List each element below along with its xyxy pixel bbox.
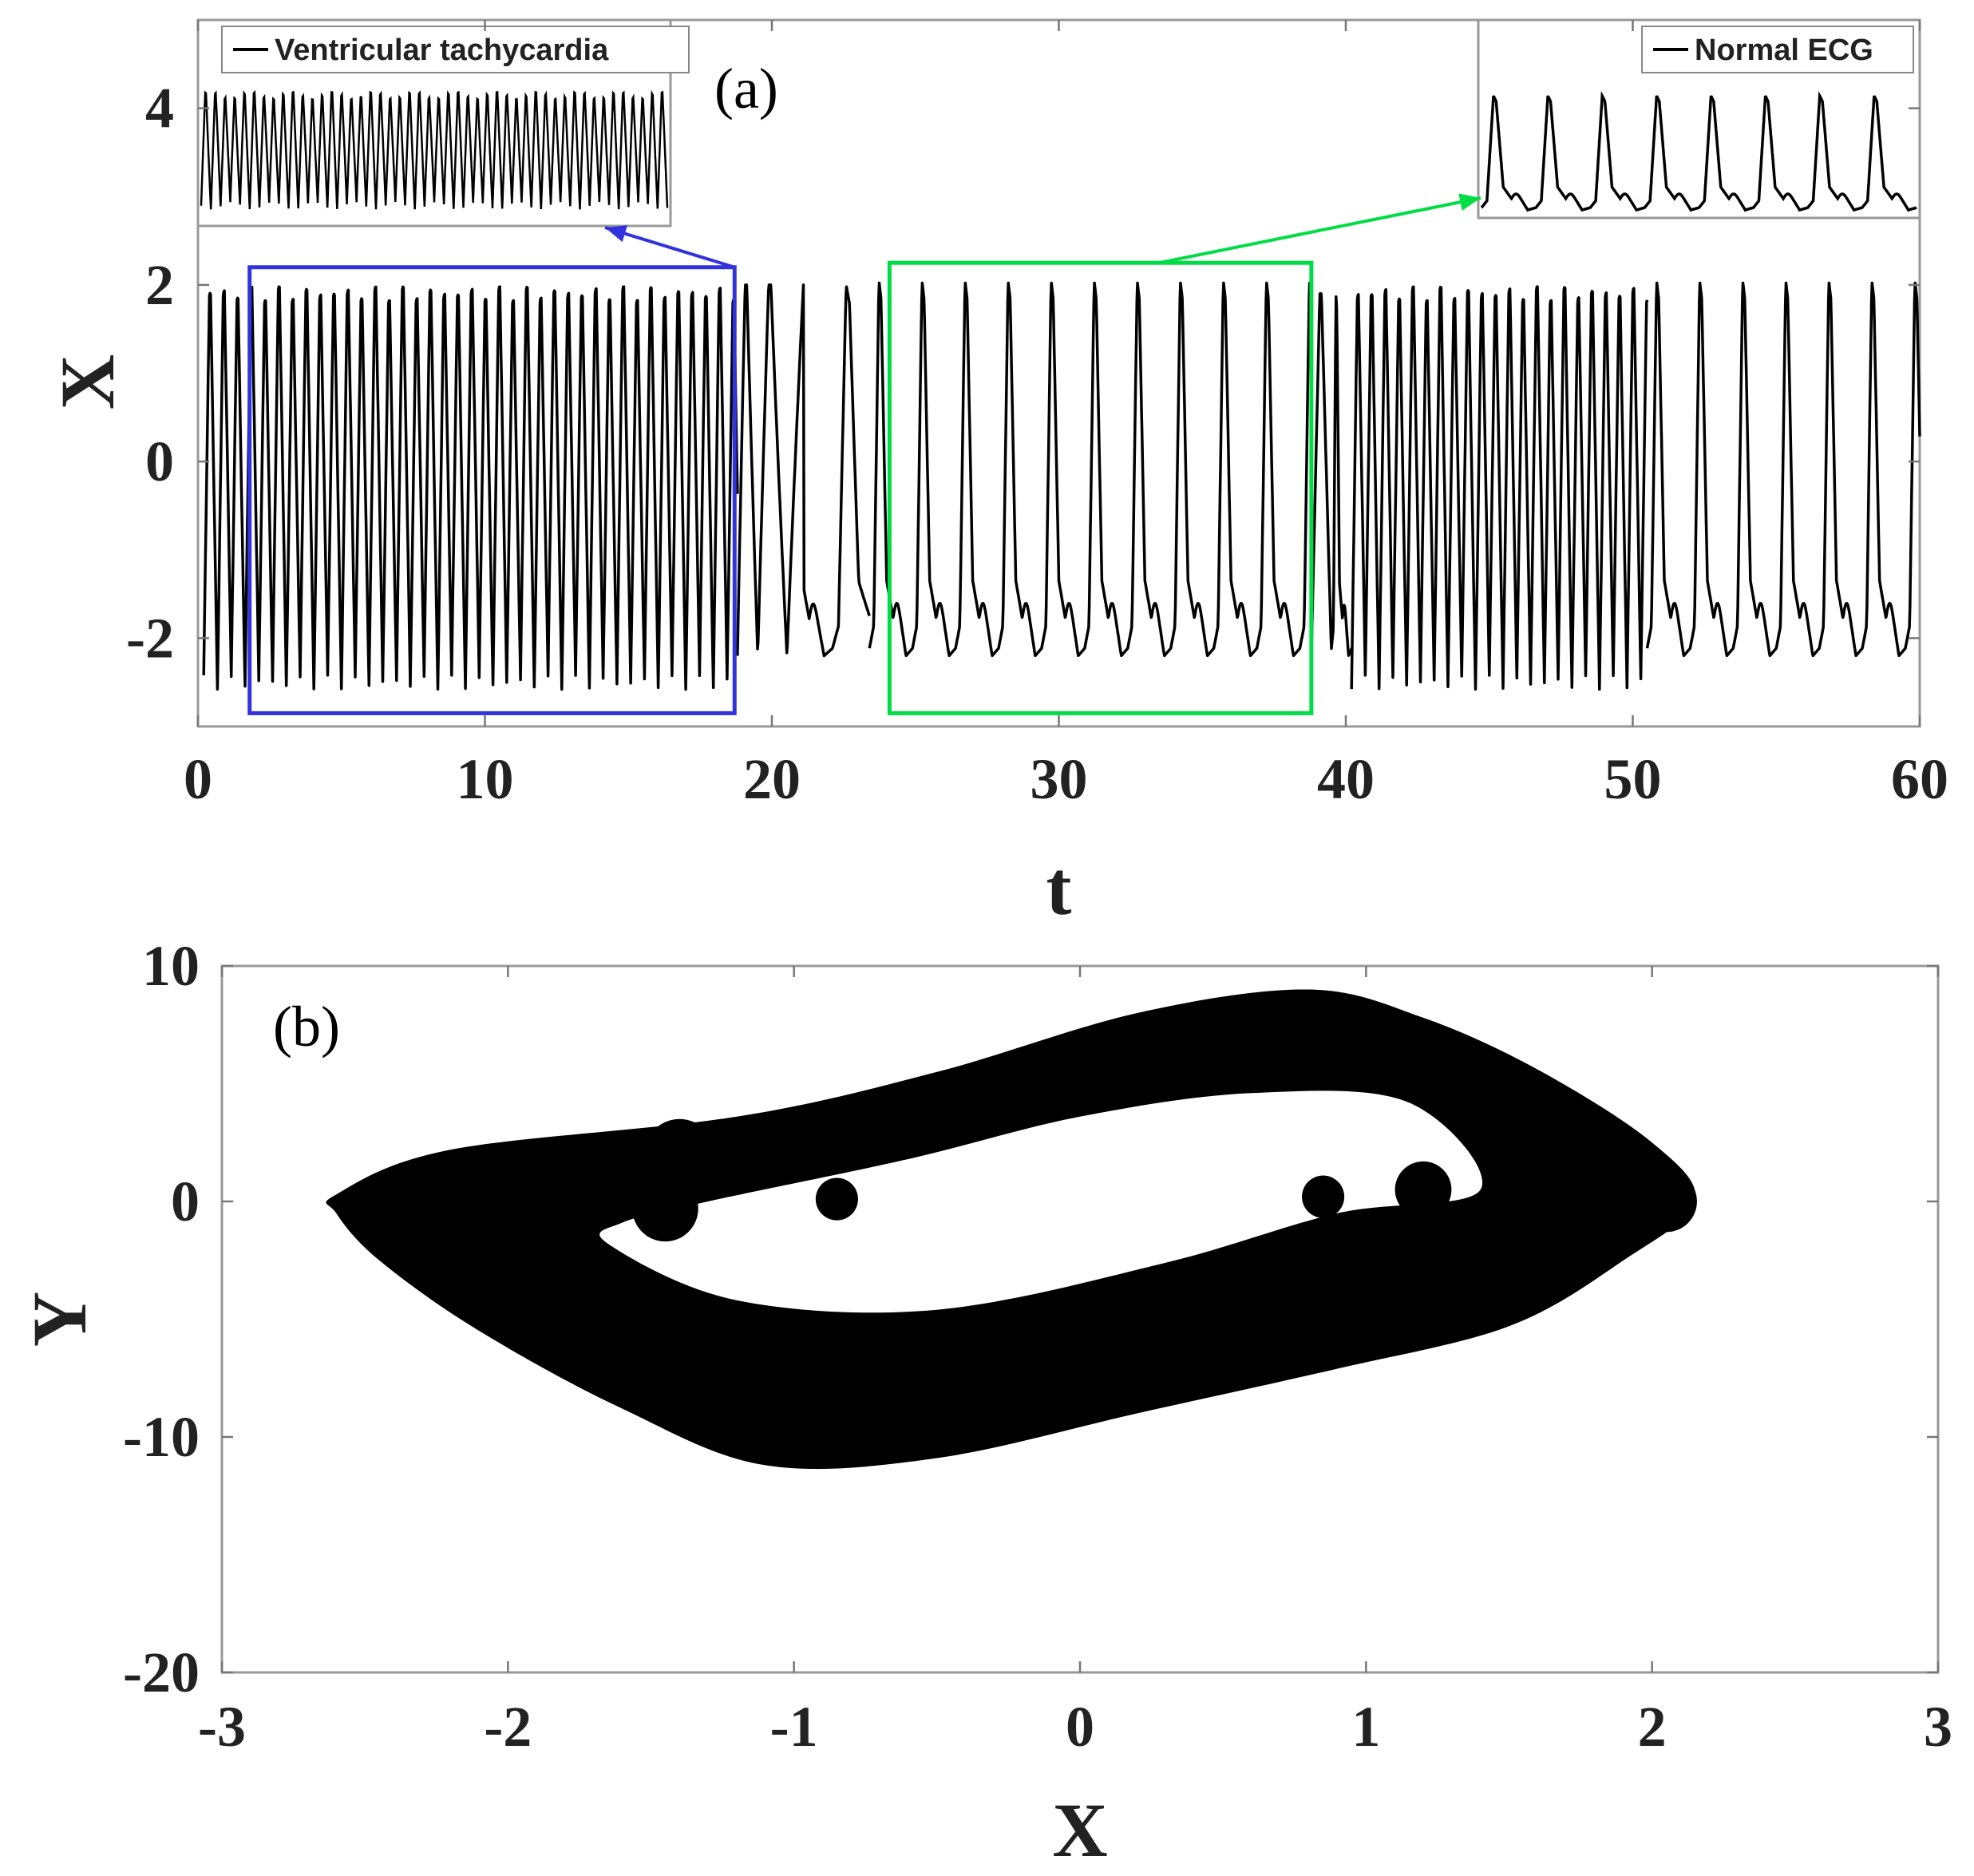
y-tick-label-4: 4 xyxy=(145,77,174,141)
highlight-box-1 xyxy=(887,260,1314,715)
inset-legend-label-1: Normal ECG xyxy=(1695,34,1873,67)
b-x-tick-label--2: -2 xyxy=(484,1695,532,1759)
panel-b-trajectory xyxy=(326,989,1697,1470)
panel-b-label: (b) xyxy=(273,995,340,1059)
panel-a-label: (a) xyxy=(714,57,778,121)
inset-trace-0 xyxy=(200,89,669,210)
b-y-tick-label--10: -10 xyxy=(123,1405,200,1469)
y-tick-label-0: 0 xyxy=(145,429,174,493)
highlight-box-0 xyxy=(247,265,737,715)
inset-trace-1 xyxy=(1480,91,1917,212)
b-x-tick-label-0: 0 xyxy=(1066,1695,1094,1759)
trace-segment-5 xyxy=(1645,281,1921,658)
trajectory-marker-6 xyxy=(1636,1170,1697,1233)
panel-a-time-series: Ventricular tachycardia Normal ECG 0 10 20 3… xyxy=(45,18,1948,931)
b-x-tick-label-2: 2 xyxy=(1638,1695,1667,1759)
y-tick-label-2: 2 xyxy=(145,253,174,317)
b-x-tick-label-3: 3 xyxy=(1924,1695,1952,1759)
panel-a-insets: Ventricular tachycardia Normal ECG xyxy=(196,18,1921,269)
b-x-tick-label--1: -1 xyxy=(770,1695,818,1759)
y-tick-label--2: -2 xyxy=(126,606,174,670)
b-y-tick-label--20: -20 xyxy=(123,1641,200,1704)
x-tick-label-50: 50 xyxy=(1604,747,1662,811)
trajectory-band xyxy=(326,989,1696,1470)
inset-arrow-0 xyxy=(604,226,735,269)
panel-a-trace xyxy=(202,281,1921,691)
x-tick-label-20: 20 xyxy=(743,747,801,811)
trajectory-marker-0 xyxy=(632,1175,698,1242)
trace-segment-1 xyxy=(736,283,871,658)
panel-b-y-axis-title: Y xyxy=(17,1292,102,1347)
panel-a-y-axis-title: X xyxy=(45,354,130,410)
trajectory-marker-1 xyxy=(644,1118,715,1190)
x-tick-label-30: 30 xyxy=(1031,747,1088,811)
b-x-tick-label--3: -3 xyxy=(198,1695,246,1759)
trajectory-marker-4 xyxy=(1302,1175,1345,1218)
inset-arrowhead-0 xyxy=(605,225,628,243)
trace-segment-3 xyxy=(1310,292,1353,657)
trajectory-marker-2 xyxy=(815,1177,858,1221)
b-y-tick-label-0: 0 xyxy=(171,1170,200,1233)
panel-b-x-axis-title: X xyxy=(1052,1787,1107,1873)
inset-legend-label-0: Ventricular tachycardia xyxy=(275,34,609,67)
x-tick-label-0: 0 xyxy=(184,747,212,811)
x-tick-label-10: 10 xyxy=(457,747,514,811)
trace-segment-4 xyxy=(1350,285,1649,691)
panel-a-x-axis-title: t xyxy=(1046,845,1072,931)
trajectory-marker-3 xyxy=(806,1109,868,1171)
trajectory-marker-5 xyxy=(1394,1161,1452,1218)
panel-a-highlight-boxes xyxy=(247,260,1314,715)
trace-segment-0 xyxy=(202,285,739,691)
b-x-tick-label-1: 1 xyxy=(1351,1695,1380,1759)
b-y-tick-label-10: 10 xyxy=(142,934,200,998)
panel-a-ticks: 0 10 20 30 40 50 60 -2 0 2 4 xyxy=(126,20,1948,811)
inset-arrow-1 xyxy=(1158,196,1481,265)
trace-segment-2 xyxy=(868,281,1313,658)
inset-arrowhead-1 xyxy=(1458,193,1481,211)
inset-legend-box-0 xyxy=(221,26,690,73)
x-tick-label-60: 60 xyxy=(1891,747,1948,811)
x-tick-label-40: 40 xyxy=(1317,747,1375,811)
